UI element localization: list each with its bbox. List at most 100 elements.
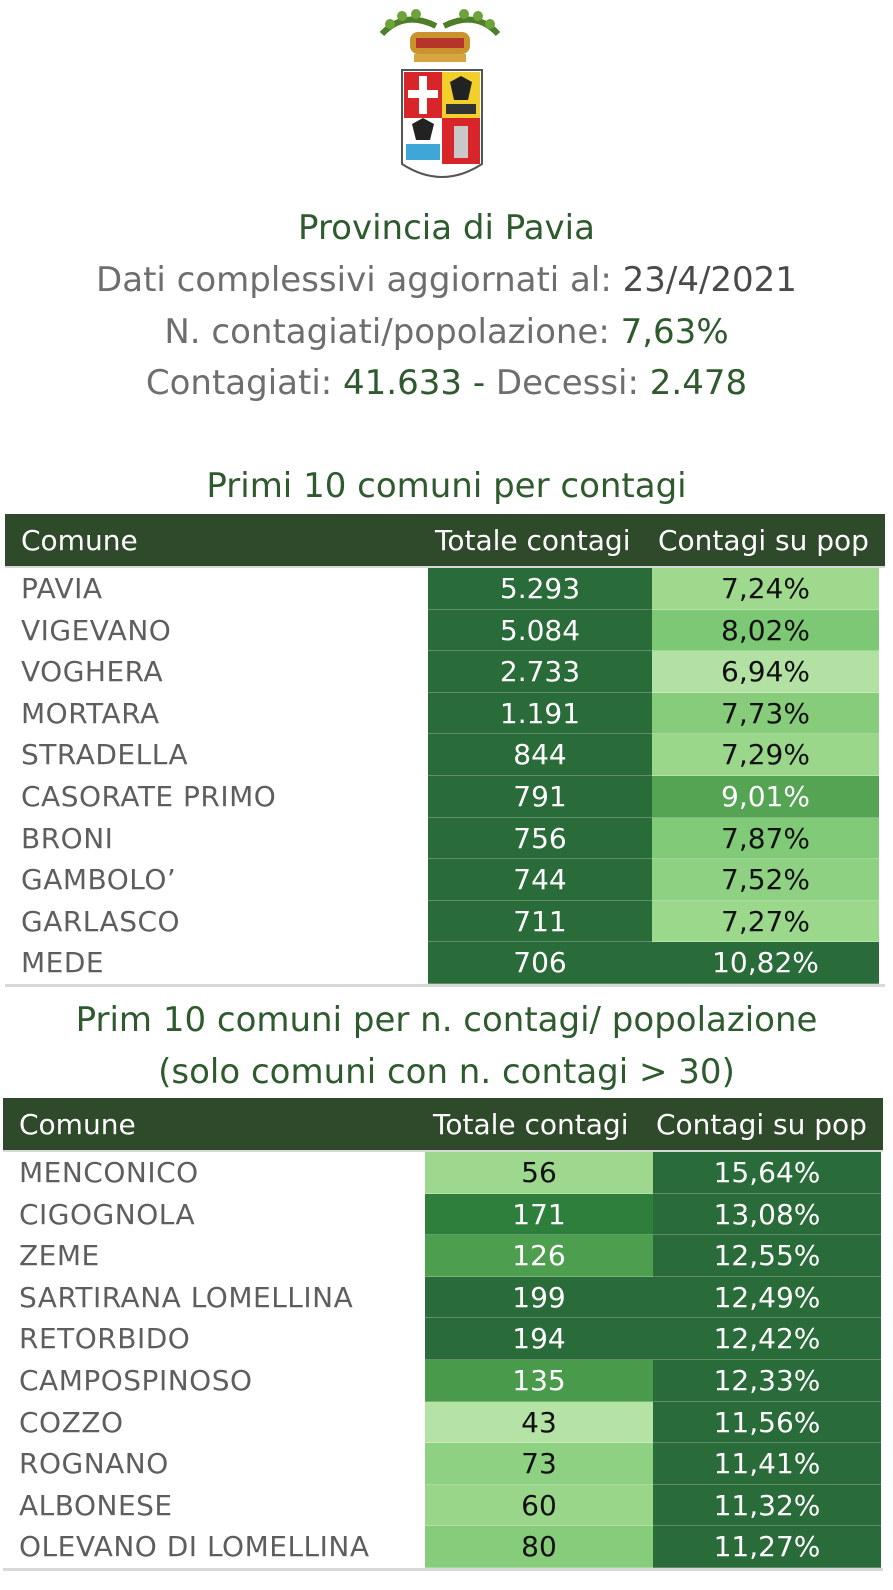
col-contagi-su-pop: Contagi su pop [658,524,869,557]
table2-title: Prim 10 comuni per n. contagi/ popolazio… [75,1000,818,1040]
comune-name: GARLASCO [21,904,181,938]
table-row: PAVIA 5.293 7,24% [5,568,885,610]
comune-name: OLEVANO DI LOMELLINA [19,1530,370,1564]
comune-name: ROGNANO [19,1447,169,1481]
totale-contagi-cell: 171 [425,1193,653,1236]
contagi-su-pop-cell: 7,73% [652,692,879,735]
contagi-su-pop-cell: 8,02% [652,609,879,652]
contagi-su-pop-cell: 15,64% [653,1152,881,1194]
table-divider [5,983,885,987]
table-row: ROGNANO 73 11,41% [3,1443,883,1485]
totals-line: Contagiati: 41.633 - Decessi: 2.478 [0,363,893,403]
update-line: Dati complessivi aggiornati al: 23/4/202… [0,260,893,300]
comune-name: VOGHERA [21,655,164,689]
totale-contagi-cell: 2.733 [428,651,652,693]
table-row: CIGOGNOLA 171 13,08% [3,1193,883,1236]
table-body: PAVIA 5.293 7,24% VIGEVANO 5.084 8,02% VOGHERA… [5,568,885,984]
deaths-value: 2.478 [649,363,748,403]
ratio-label: N. contagiati/popolazione: [164,312,610,352]
contagi-su-pop-cell: 10,82% [652,942,879,984]
comune-name: CIGOGNOLA [19,1197,196,1231]
table-header: Comune Totale contagi Contagi su pop [5,514,885,568]
contagi-su-pop-cell: 13,08% [653,1193,881,1236]
comune-name: ZEME [19,1239,100,1273]
col-totale-contagi: Totale contagi [433,1108,629,1141]
totale-contagi-cell: 199 [425,1276,653,1319]
province-coat-of-arms-icon [379,9,501,178]
table-row: VOGHERA 2.733 6,94% [5,651,885,693]
contagi-su-pop-cell: 7,29% [652,734,879,776]
contagi-su-pop-cell: 6,94% [652,651,879,693]
totale-contagi-cell: 60 [425,1484,653,1527]
totale-contagi-cell: 1.191 [428,692,652,735]
totale-contagi-cell: 73 [425,1443,653,1485]
table-row: COZZO 43 11,56% [3,1401,883,1444]
table-row: CAMPOSPINOSO 135 12,33% [3,1359,883,1402]
contagi-su-pop-cell: 12,49% [653,1276,881,1319]
contagi-su-pop-cell: 7,24% [652,568,879,610]
table-row: STRADELLA 844 7,29% [5,734,885,776]
comune-name: VIGEVANO [21,613,172,647]
table-body: MENCONICO 56 15,64% CIGOGNOLA 171 13,08% ZEME 1… [3,1152,883,1568]
infected-value: 41.633 [343,363,463,403]
totale-contagi-cell: 5.084 [428,609,652,652]
totale-contagi-cell: 844 [428,734,652,776]
totale-contagi-cell: 791 [428,775,652,818]
col-totale-contagi: Totale contagi [435,524,631,557]
contagi-su-pop-cell: 11,32% [653,1484,881,1527]
comune-name: STRADELLA [21,738,189,772]
col-comune: Comune [21,524,138,557]
totale-contagi-cell: 135 [425,1359,653,1402]
table-row: ZEME 126 12,55% [3,1235,883,1277]
comune-name: MEDE [21,946,105,980]
province-title: Provincia di Pavia [298,208,595,248]
table-row: GAMBOLO’ 744 7,52% [5,859,885,901]
table-row: VIGEVANO 5.084 8,02% [5,609,885,652]
totale-contagi-cell: 756 [428,817,652,860]
contagi-su-pop-cell: 11,41% [653,1443,881,1485]
top10-by-cases-table: Comune Totale contagi Contagi su pop PAV… [5,514,885,987]
comune-name: BRONI [21,821,114,855]
table-row: BRONI 756 7,87% [5,817,885,860]
contagi-su-pop-cell: 9,01% [652,775,879,818]
comune-name: RETORBIDO [19,1322,191,1356]
comune-name: CAMPOSPINOSO [19,1363,253,1397]
comune-name: GAMBOLO’ [21,863,177,897]
table1-title: Primi 10 comuni per contagi [206,466,687,506]
totale-contagi-cell: 126 [425,1235,653,1277]
table-row: OLEVANO DI LOMELLINA 80 11,27% [3,1526,883,1568]
contagi-su-pop-cell: 7,87% [652,817,879,860]
comune-name: SARTIRANA LOMELLINA [19,1280,354,1314]
comune-name: MORTARA [21,696,160,730]
totale-contagi-cell: 194 [425,1318,653,1360]
contagi-su-pop-cell: 12,42% [653,1318,881,1360]
contagi-su-pop-cell: 7,52% [652,859,879,901]
col-contagi-su-pop: Contagi su pop [656,1108,867,1141]
totale-contagi-cell: 56 [425,1152,653,1194]
deaths-label: Decessi: [495,363,639,403]
contagi-su-pop-cell: 7,27% [652,900,879,943]
comune-name: MENCONICO [19,1156,199,1189]
contagi-su-pop-cell: 12,33% [653,1359,881,1402]
totale-contagi-cell: 5.293 [428,568,652,610]
totale-contagi-cell: 711 [428,900,652,943]
infected-label: Contagiati: [145,363,333,403]
ratio-line: N. contagiati/popolazione: 7,63% [0,312,893,352]
ratio-value: 7,63% [620,312,729,352]
col-comune: Comune [19,1108,136,1141]
table-row: RETORBIDO 194 12,42% [3,1318,883,1360]
top10-by-ratio-table: Comune Totale contagi Contagi su pop MEN… [3,1098,883,1571]
totale-contagi-cell: 43 [425,1401,653,1444]
table-divider [3,1567,883,1571]
table2-subtitle: (solo comuni con n. contagi > 30) [158,1052,735,1092]
updated-label: Dati complessivi aggiornati al: [96,260,612,300]
table-row: MORTARA 1.191 7,73% [5,692,885,735]
table-header: Comune Totale contagi Contagi su pop [3,1098,883,1152]
table-row: MENCONICO 56 15,64% [3,1152,883,1194]
comune-name: ALBONESE [19,1488,173,1522]
table-row: GARLASCO 711 7,27% [5,900,885,943]
totale-contagi-cell: 706 [428,942,652,984]
totale-contagi-cell: 80 [425,1526,653,1568]
comune-name: COZZO [19,1405,124,1439]
totale-contagi-cell: 744 [428,859,652,901]
